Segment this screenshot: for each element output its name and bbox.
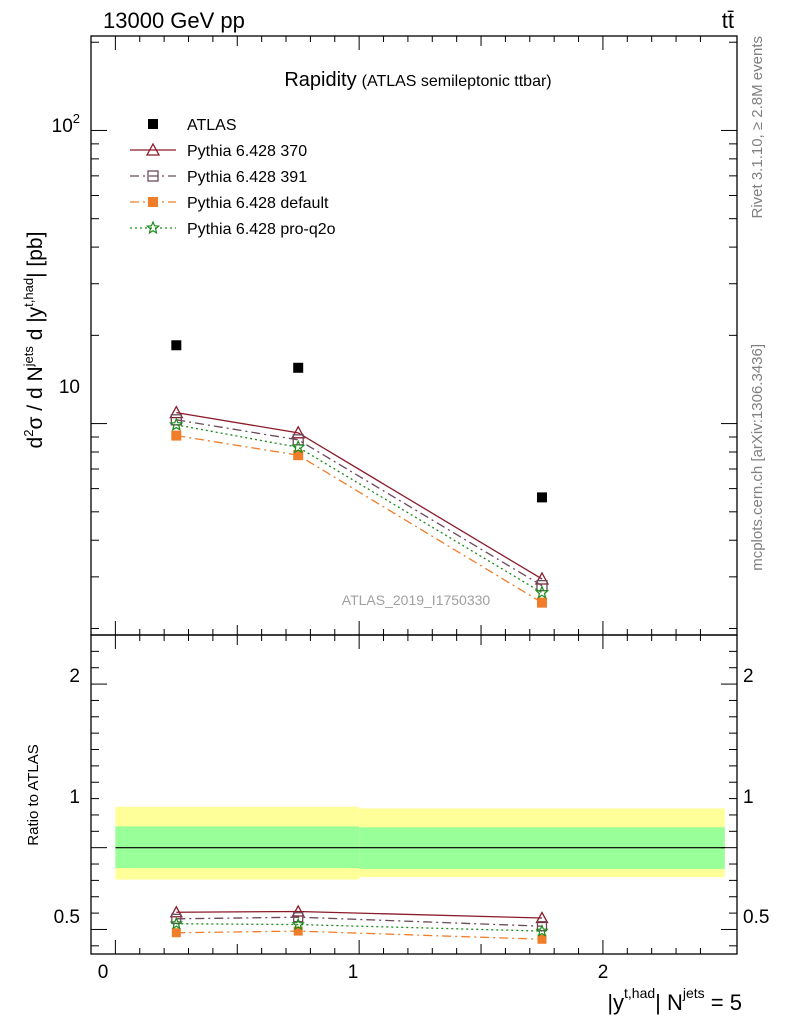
- main-point-2-0: [170, 414, 182, 426]
- ratio-point-3-0: [169, 916, 184, 930]
- x-tick-label-0: 0: [98, 962, 109, 983]
- x-axis-label: |yt,had| Njets = 5: [607, 985, 742, 1015]
- ratio-y-tick-label-0.5: 0.5: [54, 907, 80, 928]
- main-point-3-1: [293, 450, 304, 461]
- ratio-y-tick-label-right-2: 2: [743, 666, 754, 687]
- main-point-2-2: [536, 579, 548, 592]
- main-point-0-0: [171, 340, 182, 351]
- ratio-point-2-0: [171, 928, 181, 938]
- ratio-point-2-1: [293, 926, 303, 936]
- ratio-point-2-2: [537, 934, 547, 944]
- ratio-point-1-1: [293, 912, 304, 923]
- main-point-4-2: [534, 585, 550, 599]
- legend-marker-4: [145, 220, 161, 235]
- main-point-4-0: [169, 417, 184, 431]
- x-tick-label-1: 1: [348, 962, 359, 983]
- y-tick-label-100: 102: [52, 111, 80, 137]
- ratio-series-line-3: [176, 923, 542, 932]
- main-point-1-0: [169, 405, 184, 419]
- ratio-plot-frame: [90, 634, 738, 955]
- ratio-y-tick-label-2: 2: [69, 666, 80, 687]
- y-tick-label-10: 10: [59, 377, 80, 398]
- collision-energy-label: 13000 GeV pp: [103, 8, 245, 33]
- legend-label-4: Pythia 6.428 pro-q2o: [187, 221, 336, 238]
- ratio-series-line-1: [176, 916, 543, 927]
- main-title: Rapidity (ATLAS semileptonic ttbar): [284, 69, 551, 91]
- main-y-axis-label: d2σ / d Njets d |yt,had| [pb]: [21, 232, 47, 449]
- main-point-0-2: [536, 492, 547, 503]
- ratio-y-tick-label-right-1: 1: [743, 787, 754, 808]
- main-point-1-2: [534, 571, 550, 585]
- ratio-y-tick-label-1: 1: [69, 787, 80, 808]
- ratio-y-tick-label-right-0.5: 0.5: [743, 907, 769, 928]
- ratio-point-3-1: [291, 917, 305, 931]
- x-tick-label-2: 2: [598, 962, 609, 983]
- analysis-watermark: ATLAS_2019_I1750330: [342, 592, 491, 608]
- legend-marker-1: [145, 142, 161, 156]
- ratio-point-0-2: [535, 911, 549, 924]
- main-point-1-1: [291, 425, 306, 439]
- ratio-uncertainty-bands: [115, 806, 725, 880]
- main-axis-ticks: [91, 36, 737, 635]
- main-series-line-3: [176, 434, 543, 604]
- ratio-series-layer: [169, 904, 549, 944]
- ratio-panel: [90, 634, 738, 955]
- legend-marker-2: [147, 170, 159, 182]
- legend-label-1: Pythia 6.428 370: [187, 143, 307, 160]
- rivet-version-label: Rivet 3.1.10, ≥ 2.8M events: [749, 36, 766, 219]
- main-point-3-2: [536, 597, 547, 608]
- ratio-point-3-2: [535, 924, 549, 937]
- main-point-4-1: [291, 439, 306, 454]
- ratio-series-line-2: [176, 930, 543, 940]
- process-label: tt̄: [722, 8, 734, 33]
- legend-marker-3: [148, 197, 158, 207]
- ratio-point-0-1: [291, 904, 305, 917]
- main-series-line-4: [176, 424, 543, 594]
- ratio-y-axis-label: Ratio to ATLAS: [25, 744, 42, 845]
- legend: ATLAS Pythia 6.428 370 Pythia 6.428 391 Pyt…: [130, 117, 336, 238]
- main-point-2-1: [292, 434, 304, 446]
- main-point-3-0: [171, 430, 182, 441]
- main-series-line-1: [176, 411, 543, 580]
- main-point-0-1: [293, 362, 304, 373]
- main-series-line-2: [176, 419, 543, 587]
- legend-marker-0: [148, 119, 158, 129]
- ratio-series-line-0: [176, 910, 542, 919]
- mcplots-label: mcplots.cern.ch [arXiv:1306.3436]: [749, 344, 766, 571]
- main-series-layer: [169, 340, 550, 608]
- legend-label-3: Pythia 6.428 default: [187, 195, 329, 212]
- legend-label-2: Pythia 6.428 391: [187, 169, 307, 186]
- ratio-point-1-0: [171, 913, 182, 924]
- legend-label-0: ATLAS: [187, 117, 237, 134]
